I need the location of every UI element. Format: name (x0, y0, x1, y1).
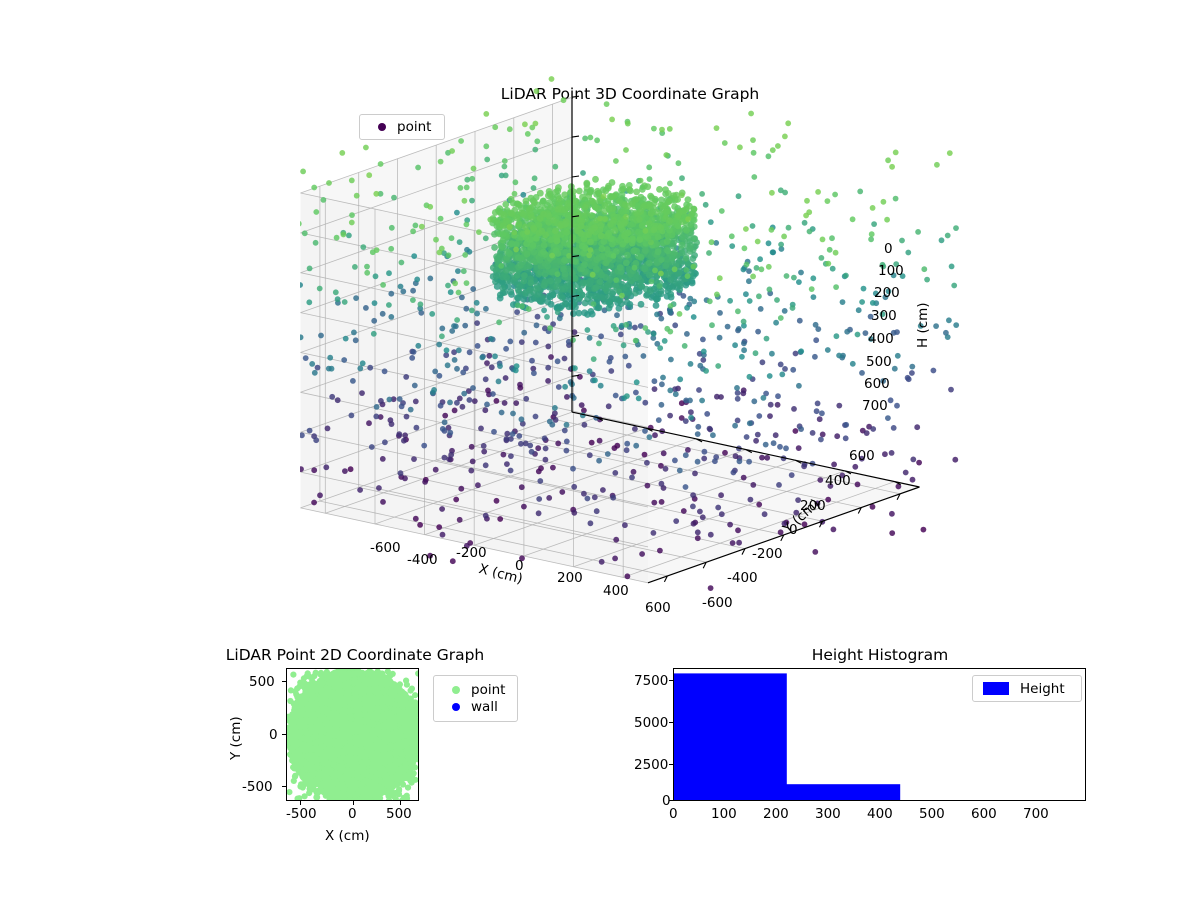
legend-label-wall-2d: wall (471, 699, 498, 716)
h-tick-200: 200 (874, 285, 900, 301)
plot-2d-ytick-mark-0 (282, 734, 286, 735)
plot-3d-axes[interactable] (300, 70, 960, 640)
y-tick-600: 600 (849, 448, 875, 464)
legend-entry-point: point (368, 119, 436, 135)
point-marker-icon (378, 123, 386, 131)
hist-ytick-7500: 7500 (634, 673, 669, 689)
plot-2d-axes[interactable] (286, 668, 419, 801)
hist-ytick-5000: 5000 (634, 715, 669, 731)
plot-2d-xtick-mark-500 (400, 801, 401, 805)
plot-2d-yaxis-label: Y (cm) (228, 716, 244, 760)
h-tick-600: 600 (864, 376, 890, 392)
x-tick-0: 0 (515, 558, 524, 574)
plot-2d-xtick--500: -500 (286, 806, 317, 822)
legend-label-height: Height (1020, 680, 1065, 697)
legend-entry-wall-2d: wall (442, 699, 509, 717)
hist-ytick-mark-5000 (669, 722, 673, 723)
x-tick-200: 200 (557, 570, 583, 586)
hist-ytick-2500: 2500 (634, 757, 669, 773)
x-tick--400: -400 (407, 552, 438, 568)
plot-2d-xaxis-label: X (cm) (325, 828, 370, 844)
x-tick-600: 600 (645, 600, 671, 616)
legend-label-point: point (397, 119, 432, 135)
height-patch-icon (983, 682, 1009, 695)
hist-xtick-500: 500 (919, 806, 945, 822)
hist-xtick-300: 300 (815, 806, 841, 822)
hist-ytick-mark-7500 (669, 680, 673, 681)
plot-3d-canvas (300, 76, 960, 591)
h-tick-700: 700 (862, 398, 888, 414)
plot-2d-ytick-500: 500 (249, 674, 275, 690)
legend-entry-height: Height (981, 681, 1073, 697)
h-tick-400: 400 (868, 331, 894, 347)
hist-xtick-0: 0 (669, 806, 678, 822)
plot-2d-xtick-0: 0 (348, 806, 357, 822)
histogram-legend[interactable]: Height (972, 675, 1082, 702)
h-tick-100: 100 (878, 263, 904, 279)
plot-2d-title: LiDAR Point 2D Coordinate Graph (225, 646, 485, 664)
histogram-title: Height Histogram (811, 646, 949, 664)
histogram-axes[interactable] (673, 668, 1086, 801)
y-tick--400: -400 (727, 570, 758, 586)
histogram-canvas (674, 673, 901, 800)
y-tick--200: -200 (752, 546, 783, 562)
hist-xtick-200: 200 (763, 806, 789, 822)
h-tick-300: 300 (871, 308, 897, 324)
wall-marker-icon (452, 703, 460, 712)
y-tick--600: -600 (702, 595, 733, 611)
point-marker-icon (452, 685, 460, 694)
x-tick--200: -200 (456, 545, 487, 561)
hist-ytick-mark-2500 (669, 764, 673, 765)
y-tick-200: 200 (800, 498, 826, 514)
plot-2d-xtick-500: 500 (386, 806, 412, 822)
hist-ytick-0: 0 (662, 793, 671, 809)
h-tick-0: 0 (884, 241, 893, 257)
hist-xtick-700: 700 (1023, 806, 1049, 822)
plot-2d-legend[interactable]: point wall (433, 675, 518, 722)
hist-xtick-400: 400 (867, 806, 893, 822)
h-axis-label: H (cm) (915, 302, 931, 348)
legend-entry-point-2d: point (442, 681, 509, 699)
y-tick-400: 400 (825, 473, 851, 489)
x-tick--600: -600 (370, 540, 401, 556)
x-tick-400: 400 (603, 583, 629, 599)
plot-2d-canvas (287, 669, 418, 800)
plot-2d-ytick--500: -500 (242, 779, 273, 795)
legend-label-point-2d: point (471, 681, 506, 698)
hist-ytick-mark-0 (669, 800, 673, 801)
plot-2d-ytick-mark-500 (282, 681, 286, 682)
hist-xtick-600: 600 (971, 806, 997, 822)
hist-xtick-100: 100 (711, 806, 737, 822)
plot-2d-ytick-mark--500 (282, 786, 286, 787)
h-tick-500: 500 (866, 354, 892, 370)
plot-2d-xtick-mark-0 (353, 801, 354, 805)
plot-3d-legend[interactable]: point (359, 114, 445, 140)
plot-2d-xtick-mark--500 (300, 801, 301, 805)
plot-2d-ytick-0: 0 (269, 727, 278, 743)
y-tick-0: 0 (789, 522, 798, 538)
